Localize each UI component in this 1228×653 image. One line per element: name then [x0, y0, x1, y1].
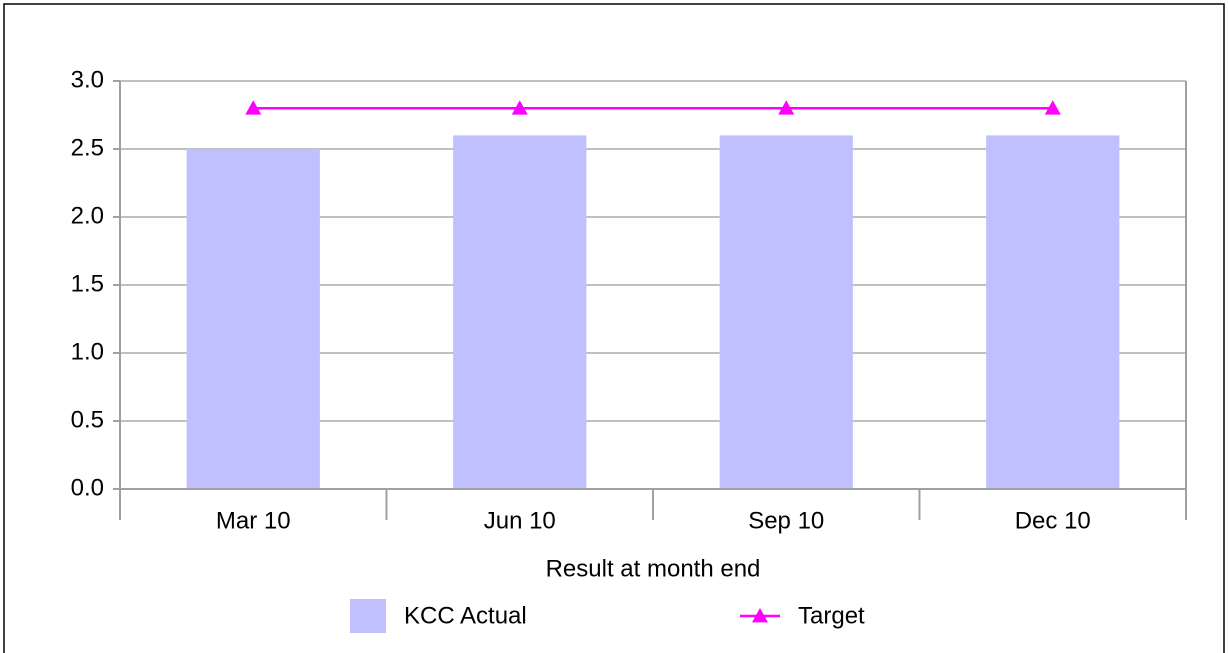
x-tick-label: Sep 10: [748, 507, 824, 534]
x-tick-label: Dec 10: [1015, 507, 1091, 534]
bar: [986, 135, 1120, 489]
target-marker: [511, 100, 528, 115]
bar: [453, 135, 587, 489]
y-tick-label: 0.0: [71, 474, 104, 501]
target-marker: [1044, 100, 1061, 115]
chart-frame: [3, 3, 1225, 653]
y-tick-label: 2.5: [71, 134, 104, 161]
target-marker: [778, 100, 795, 115]
y-tick-label: 3.0: [71, 66, 104, 93]
y-tick-label: 1.0: [71, 338, 104, 365]
bar: [719, 135, 853, 489]
y-tick-label: 2.0: [71, 202, 104, 229]
x-axis-label: Result at month end: [546, 555, 761, 582]
x-tick-label: Jun 10: [484, 507, 556, 534]
bar: [186, 149, 320, 489]
y-tick-label: 0.5: [71, 406, 104, 433]
legend-marker: [752, 608, 768, 623]
legend-label: Target: [798, 602, 865, 629]
target-marker: [245, 100, 262, 115]
legend-label: KCC Actual: [404, 602, 527, 629]
legend-swatch: [350, 599, 386, 633]
x-tick-label: Mar 10: [216, 507, 291, 534]
y-tick-label: 1.5: [71, 270, 104, 297]
